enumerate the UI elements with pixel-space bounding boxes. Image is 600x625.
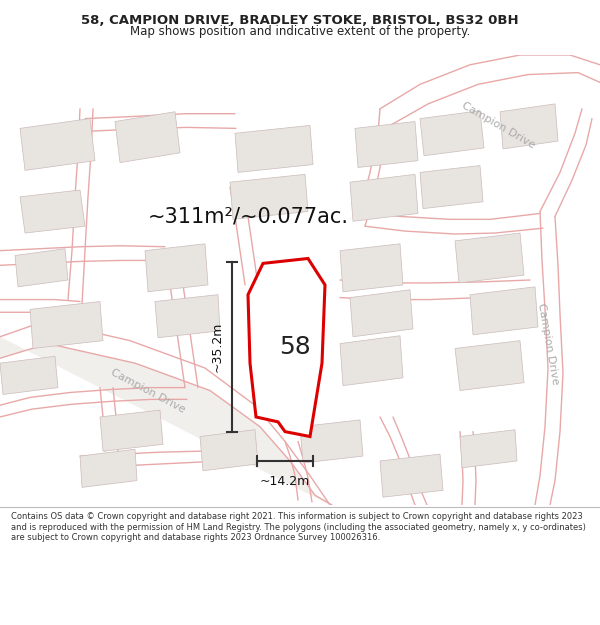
Polygon shape [0,337,332,505]
Text: Campion Drive: Campion Drive [536,302,560,385]
Text: ~14.2m: ~14.2m [260,474,310,488]
Polygon shape [355,121,418,168]
Polygon shape [350,290,413,337]
Polygon shape [470,287,538,335]
Polygon shape [380,454,443,497]
Polygon shape [340,336,403,386]
Polygon shape [30,301,103,349]
Polygon shape [300,420,363,463]
Text: ~311m²/~0.077ac.: ~311m²/~0.077ac. [148,206,349,226]
Text: Map shows position and indicative extent of the property.: Map shows position and indicative extent… [130,26,470,39]
Polygon shape [115,112,180,162]
Polygon shape [230,174,308,219]
Polygon shape [0,356,58,394]
Text: 58, CAMPION DRIVE, BRADLEY STOKE, BRISTOL, BS32 0BH: 58, CAMPION DRIVE, BRADLEY STOKE, BRISTO… [81,14,519,27]
Polygon shape [200,429,258,471]
Polygon shape [20,190,85,233]
Polygon shape [455,341,524,391]
Polygon shape [100,410,163,451]
Polygon shape [20,119,95,171]
Polygon shape [155,294,220,338]
Polygon shape [460,429,517,468]
Polygon shape [235,126,313,173]
Polygon shape [340,244,403,292]
Polygon shape [500,104,558,149]
Text: Campion Drive: Campion Drive [109,367,187,414]
Polygon shape [350,174,418,221]
Polygon shape [455,233,524,283]
Polygon shape [248,259,325,436]
Polygon shape [420,111,484,156]
Text: Campion Drive: Campion Drive [460,101,536,151]
Text: 58: 58 [279,334,311,359]
Text: Contains OS data © Crown copyright and database right 2021. This information is : Contains OS data © Crown copyright and d… [11,512,586,542]
Polygon shape [15,249,68,287]
Polygon shape [145,244,208,292]
Polygon shape [420,166,483,209]
Polygon shape [80,449,137,488]
Text: ~35.2m: ~35.2m [211,322,224,372]
